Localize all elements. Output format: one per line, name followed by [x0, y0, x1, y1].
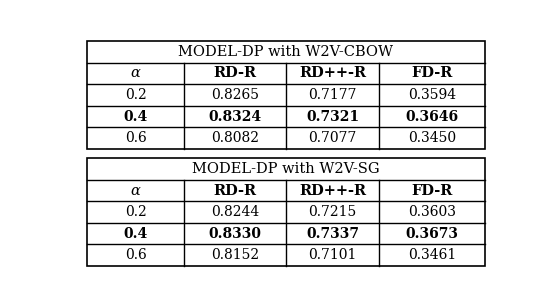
Text: FD-R: FD-R	[411, 184, 453, 198]
Text: RD++-R: RD++-R	[299, 67, 366, 81]
Text: 0.3603: 0.3603	[408, 205, 456, 219]
Text: 0.3594: 0.3594	[408, 88, 456, 102]
Text: α: α	[131, 67, 141, 81]
Text: 0.8265: 0.8265	[211, 88, 259, 102]
Bar	[87, 41, 485, 149]
Text: 0.6: 0.6	[125, 131, 147, 145]
Text: 0.4: 0.4	[123, 226, 148, 240]
Text: 0.3673: 0.3673	[406, 226, 459, 240]
Text: 0.2: 0.2	[125, 88, 147, 102]
Text: MODEL-DP with W2V-SG: MODEL-DP with W2V-SG	[192, 162, 380, 176]
Text: RD-R: RD-R	[214, 184, 257, 198]
Text: 0.7215: 0.7215	[309, 205, 357, 219]
Text: 0.7177: 0.7177	[308, 88, 357, 102]
Text: 0.8330: 0.8330	[209, 226, 262, 240]
Text: RD-R: RD-R	[214, 67, 257, 81]
Text: 0.6: 0.6	[125, 248, 147, 262]
Text: 0.7321: 0.7321	[306, 109, 359, 123]
Text: 0.8244: 0.8244	[211, 205, 259, 219]
Text: RD++-R: RD++-R	[299, 184, 366, 198]
Text: α: α	[131, 184, 141, 198]
Text: 0.8082: 0.8082	[211, 131, 259, 145]
Text: 0.7077: 0.7077	[308, 131, 357, 145]
Text: MODEL-DP with W2V-CBOW: MODEL-DP with W2V-CBOW	[179, 45, 393, 59]
Text: FD-R: FD-R	[411, 67, 453, 81]
Text: 0.3646: 0.3646	[405, 109, 459, 123]
Text: 0.7101: 0.7101	[308, 248, 357, 262]
Text: 0.3461: 0.3461	[408, 248, 456, 262]
Text: 0.3450: 0.3450	[408, 131, 456, 145]
Text: 0.2: 0.2	[125, 205, 147, 219]
Bar	[87, 158, 485, 266]
Text: 0.4: 0.4	[123, 109, 148, 123]
Text: 0.7337: 0.7337	[306, 226, 359, 240]
Text: 0.8324: 0.8324	[209, 109, 262, 123]
Text: 0.8152: 0.8152	[211, 248, 259, 262]
